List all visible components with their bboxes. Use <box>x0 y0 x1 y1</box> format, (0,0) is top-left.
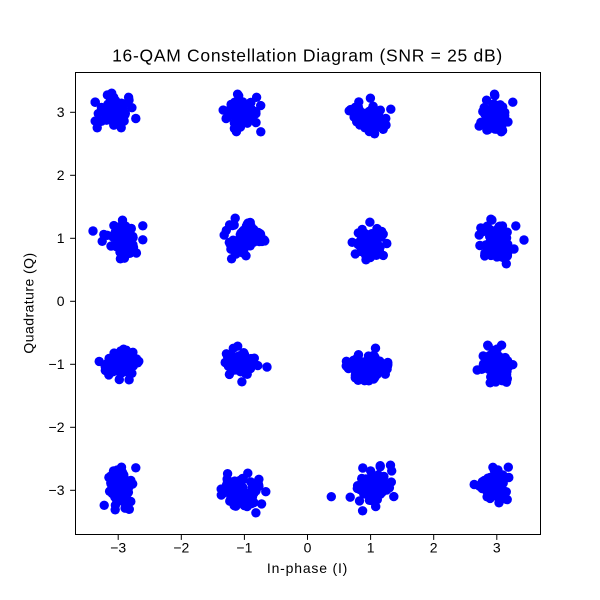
svg-text:1: 1 <box>57 230 65 246</box>
svg-text:0: 0 <box>304 539 312 555</box>
svg-text:−1: −1 <box>49 356 65 372</box>
svg-text:−2: −2 <box>173 539 189 555</box>
svg-text:−2: −2 <box>49 419 65 435</box>
svg-text:0: 0 <box>57 293 65 309</box>
svg-text:−3: −3 <box>110 539 126 555</box>
svg-text:−1: −1 <box>236 539 252 555</box>
svg-text:In-phase (I): In-phase (I) <box>267 560 348 576</box>
svg-text:2: 2 <box>57 167 65 183</box>
svg-text:16-QAM Constellation Diagram (: 16-QAM Constellation Diagram (SNR = 25 d… <box>112 46 503 66</box>
svg-text:−3: −3 <box>49 482 65 498</box>
svg-text:2: 2 <box>430 539 438 555</box>
svg-text:1: 1 <box>367 539 375 555</box>
svg-text:3: 3 <box>493 539 501 555</box>
svg-text:3: 3 <box>57 104 65 120</box>
svg-text:Quadrature (Q): Quadrature (Q) <box>21 252 37 353</box>
